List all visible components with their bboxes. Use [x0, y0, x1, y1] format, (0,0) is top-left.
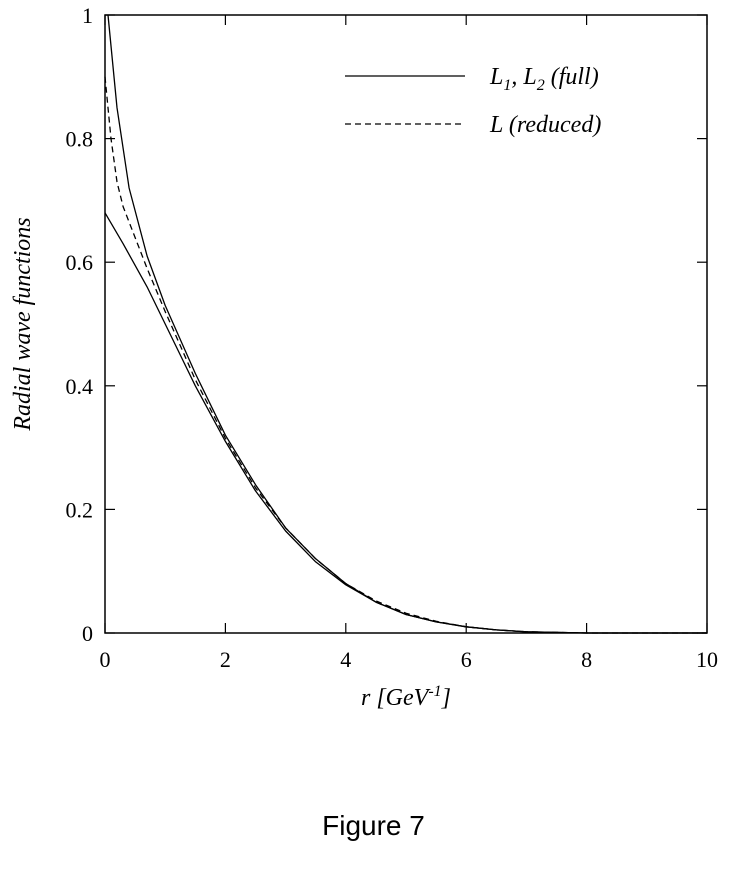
- x-tick-label: 6: [461, 647, 472, 672]
- series-line-2-solid: [104, 212, 707, 634]
- series-line-3-dashed: [104, 76, 707, 634]
- legend-label-full: L1, L2 (full): [489, 64, 599, 94]
- y-tick-label: 0: [82, 621, 93, 646]
- series-layer: [104, 14, 707, 634]
- y-tick-label: 0.2: [66, 497, 94, 522]
- x-tick-label: 8: [581, 647, 592, 672]
- chart: 0 2 4 6 8 10 0 0.2 0.4 0.6 0.8 1 L1, L2 (full) L (r…: [10, 3, 719, 711]
- y-axis-label: Radial wave functions: [10, 217, 36, 431]
- y-tick-label: 1: [82, 3, 93, 28]
- x-tick-label: 4: [340, 647, 351, 672]
- legend: L1, L2 (full) L (reduced): [345, 64, 601, 138]
- legend-label-reduced: L (reduced): [489, 112, 601, 138]
- x-tick-label: 10: [696, 647, 718, 672]
- x-tick-label: 2: [220, 647, 231, 672]
- y-tick-label: 0.8: [66, 127, 94, 152]
- plot-frame: [104, 14, 708, 634]
- ticks: [104, 14, 708, 634]
- y-tick-label: 0.4: [66, 374, 94, 399]
- figure-caption: Figure 7: [322, 810, 425, 841]
- x-axis-label: r [GeV-1]: [361, 683, 451, 711]
- x-tick-label: 0: [100, 647, 111, 672]
- y-tick-label: 0.6: [66, 250, 94, 275]
- tick-labels: 0 2 4 6 8 10 0 0.2 0.4 0.6 0.8 1: [66, 3, 719, 672]
- series-line-1-solid: [107, 14, 707, 634]
